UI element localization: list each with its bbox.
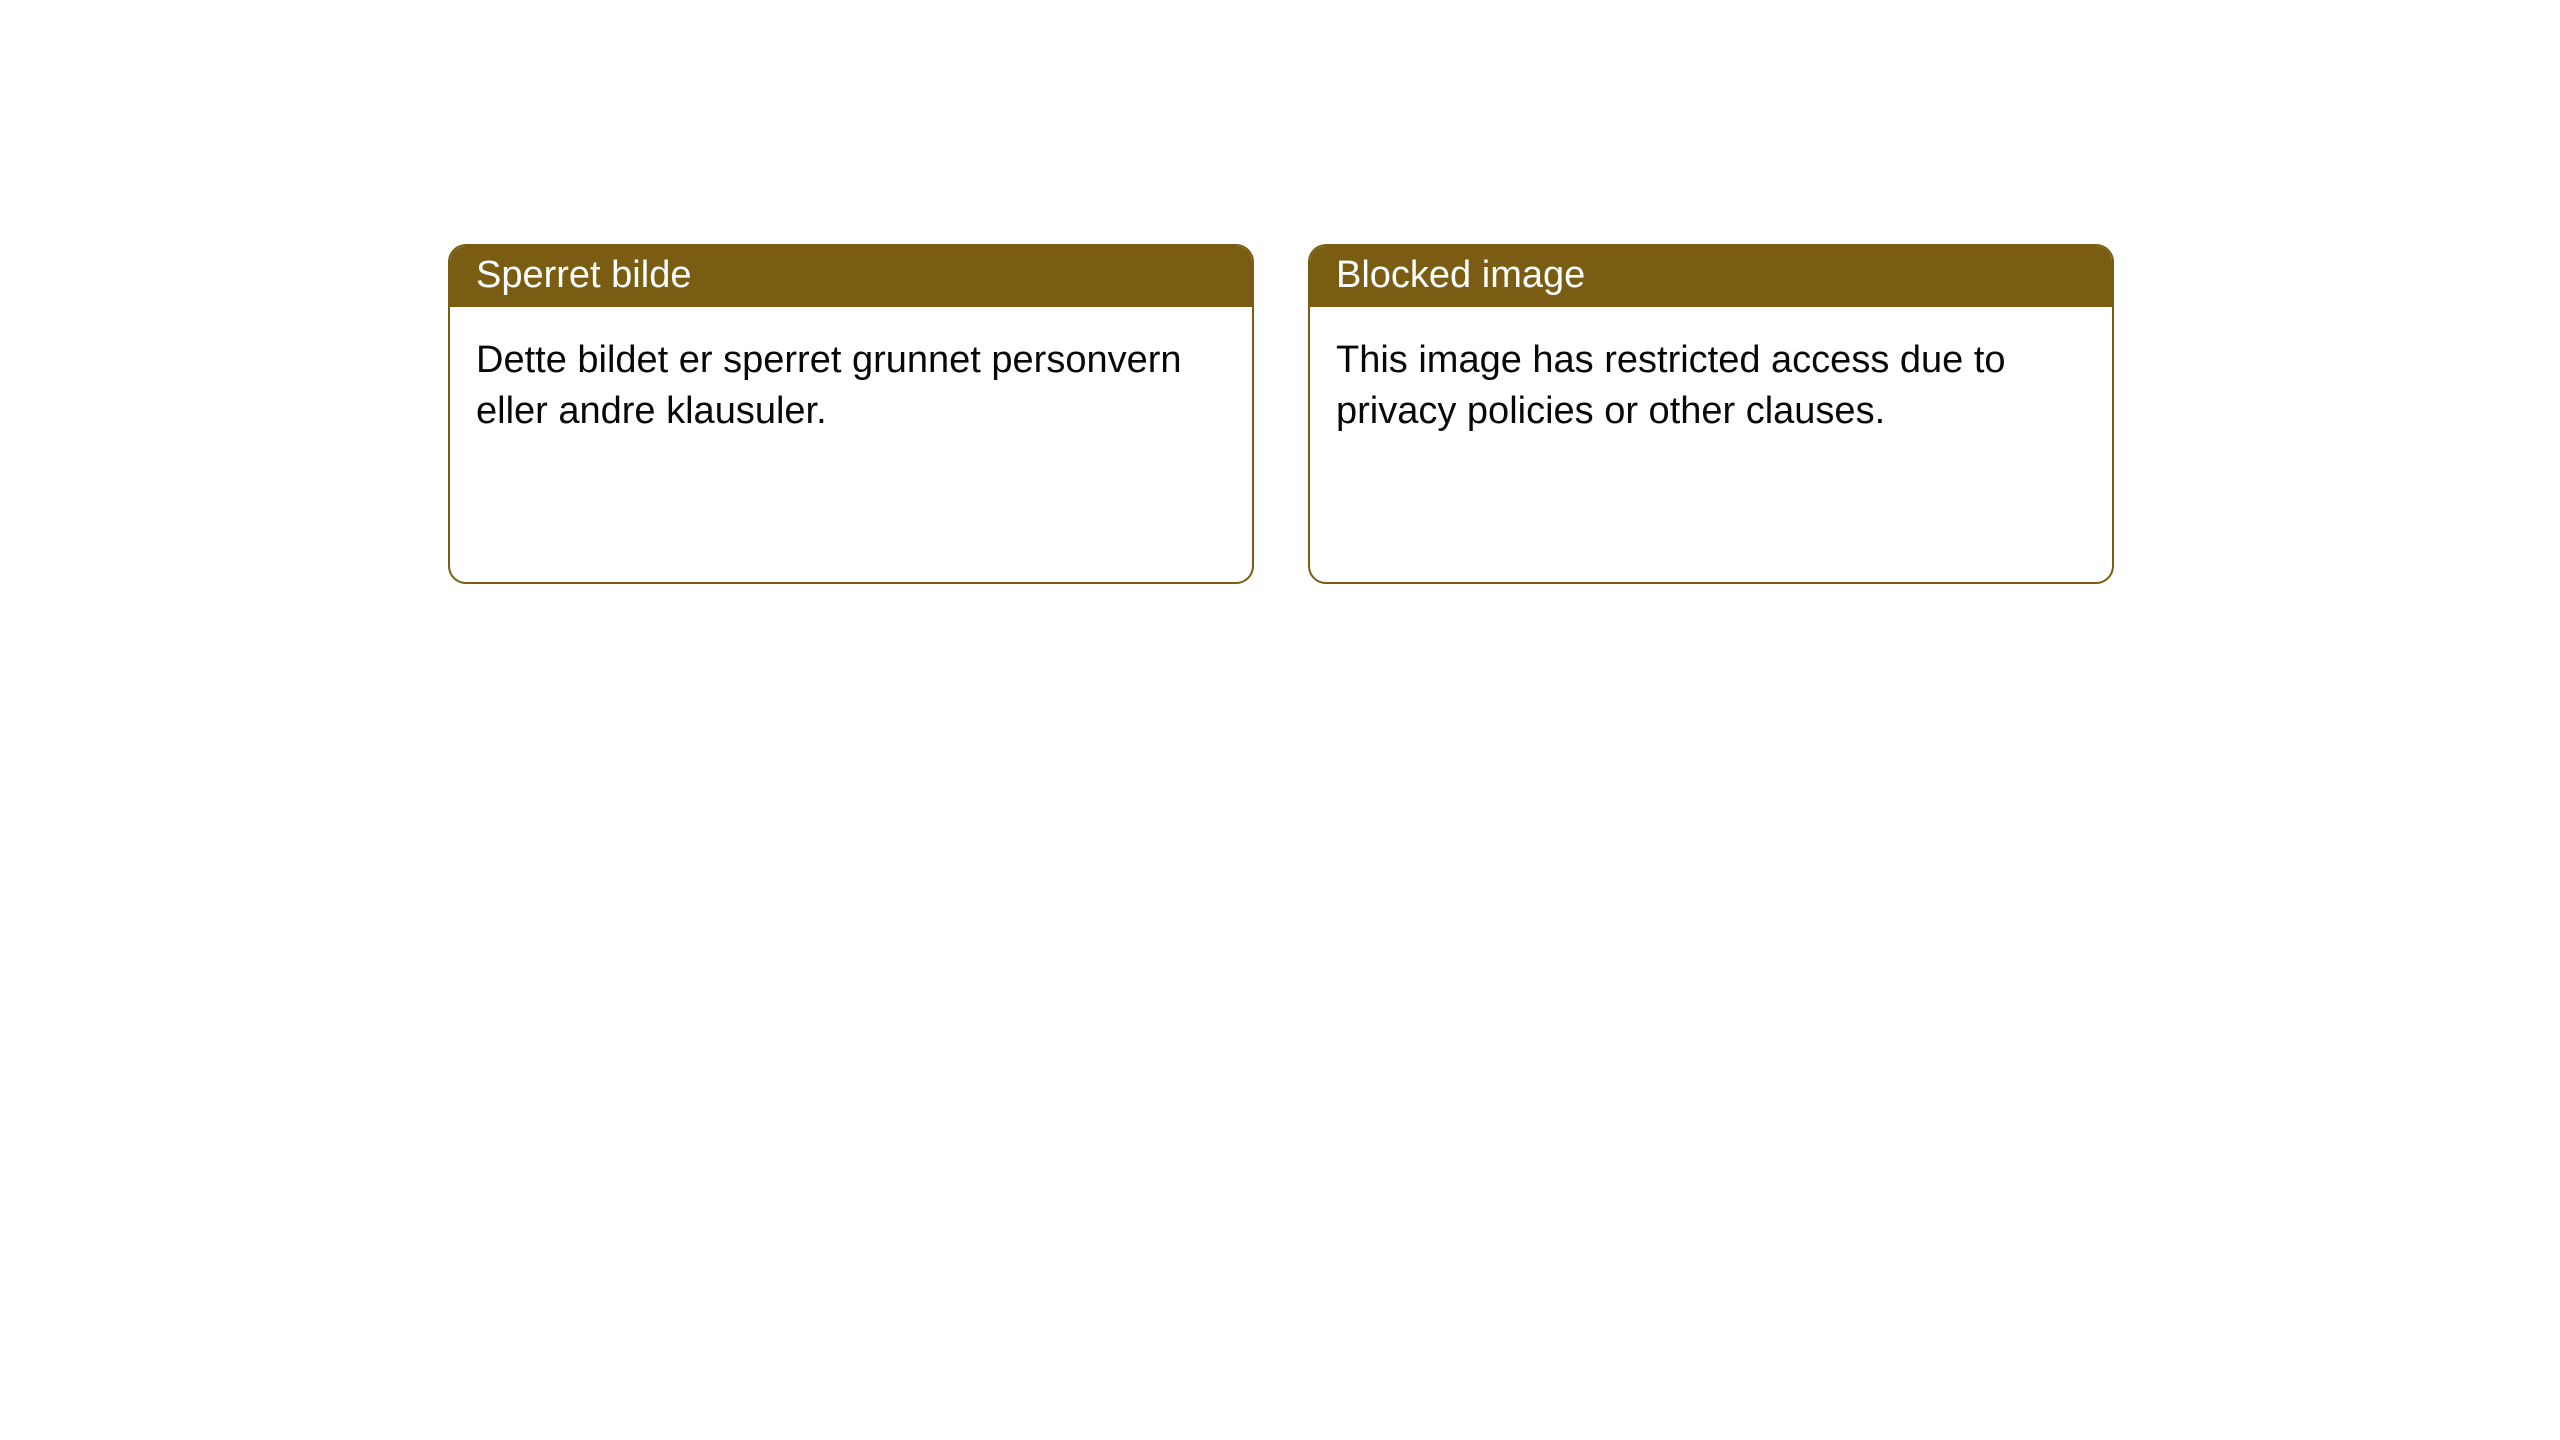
card-title: Blocked image [1336,254,1585,296]
notice-container: Sperret bilde Dette bildet er sperret gr… [448,244,2114,584]
card-body-text: This image has restricted access due to … [1336,339,2006,432]
card-body-text: Dette bildet er sperret grunnet personve… [476,339,1182,432]
card-header: Sperret bilde [450,246,1252,307]
card-body: Dette bildet er sperret grunnet personve… [450,307,1252,466]
notice-card-english: Blocked image This image has restricted … [1308,244,2114,584]
notice-card-norwegian: Sperret bilde Dette bildet er sperret gr… [448,244,1254,584]
card-body: This image has restricted access due to … [1310,307,2112,466]
card-title: Sperret bilde [476,254,691,296]
card-header: Blocked image [1310,246,2112,307]
